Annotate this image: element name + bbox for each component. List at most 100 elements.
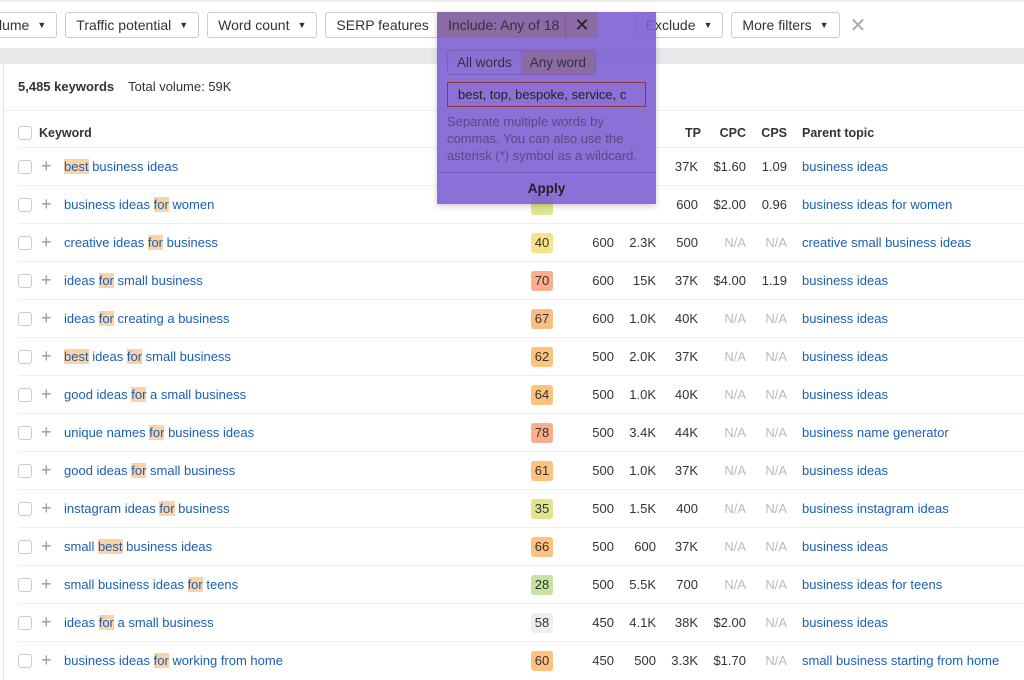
plus-icon[interactable]: + <box>41 574 52 594</box>
highlighted-term: for <box>149 425 165 440</box>
row-checkbox[interactable] <box>18 197 32 212</box>
row-checkbox[interactable] <box>18 463 32 478</box>
keyword-link[interactable]: best ideas for small business <box>64 338 231 375</box>
row-checkbox[interactable] <box>18 235 32 250</box>
keyword-link[interactable]: creative ideas for business <box>64 224 218 261</box>
caret-down-icon: ▼ <box>37 20 47 30</box>
kd-value: 28 <box>531 574 553 595</box>
table-row: + best ideas for small business 62 500 2.… <box>18 337 1024 375</box>
mode-all-words[interactable]: All words <box>457 55 512 70</box>
parent-topic-link[interactable]: business ideas <box>802 311 888 326</box>
col-cps[interactable]: CPS <box>761 126 787 140</box>
col-tp[interactable]: TP <box>685 126 701 140</box>
keyword-link[interactable]: good ideas for a small business <box>64 376 246 413</box>
parent-topic-link[interactable]: business ideas <box>802 273 888 288</box>
plus-icon[interactable]: + <box>41 536 52 556</box>
col-cpc[interactable]: CPC <box>719 126 746 140</box>
row-checkbox[interactable] <box>18 387 32 402</box>
parent-topic-link[interactable]: business ideas <box>802 159 888 174</box>
parent-topic-link[interactable]: business ideas <box>802 539 888 554</box>
keyword-link[interactable]: good ideas for small business <box>64 452 235 489</box>
keyword-link[interactable]: instagram ideas for business <box>64 490 229 527</box>
close-icon[interactable]: ✕ <box>565 12 598 38</box>
row-checkbox[interactable] <box>18 539 32 554</box>
plus-icon[interactable]: + <box>41 232 52 252</box>
parent-topic-link[interactable]: business ideas <box>802 615 888 630</box>
total-volume: Total volume: 59K <box>128 79 232 94</box>
row-checkbox[interactable] <box>18 159 32 174</box>
plus-icon[interactable]: + <box>41 270 52 290</box>
keyword-link[interactable]: ideas for creating a business <box>64 300 230 337</box>
row-checkbox[interactable] <box>18 615 32 630</box>
parent-topic-link[interactable]: creative small business ideas <box>802 235 972 250</box>
keyword-part: unique names <box>64 425 150 440</box>
plus-icon[interactable]: + <box>41 422 52 442</box>
apply-button[interactable]: Apply <box>527 181 566 196</box>
row-checkbox[interactable] <box>18 425 32 440</box>
table-row: + small best business ideas 66 500 600 37K… <box>18 527 1024 565</box>
plus-icon[interactable]: + <box>41 194 52 214</box>
gv-value: 3.4K <box>629 425 656 440</box>
parent-topic-link[interactable]: business ideas for teens <box>802 577 943 592</box>
parent-topic-link[interactable]: business ideas for women <box>802 197 953 212</box>
col-parent-topic[interactable]: Parent topic <box>802 126 875 140</box>
vol-value: 500 <box>592 387 614 402</box>
keyword-link[interactable]: best business ideas <box>64 148 178 185</box>
keyword-part: instagram ideas <box>64 501 160 516</box>
keyword-link[interactable]: small best business ideas <box>64 528 212 565</box>
keyword-link[interactable]: ideas for a small business <box>64 604 214 641</box>
keyword-link[interactable]: ideas for small business <box>64 262 203 299</box>
keyword-link[interactable]: business ideas for women <box>64 186 214 223</box>
plus-icon[interactable]: + <box>41 460 52 480</box>
parent-topic-link[interactable]: business instagram ideas <box>802 501 949 516</box>
kd-badge: 35 <box>531 490 553 527</box>
vol-value: 500 <box>592 349 614 364</box>
tp-value: 700 <box>676 577 698 592</box>
plus-icon[interactable]: + <box>41 650 52 670</box>
cps-value: N/A <box>765 577 787 592</box>
table-row: + ideas for a small business 58 450 4.1K 3… <box>18 603 1024 641</box>
row-checkbox[interactable] <box>18 311 32 326</box>
filter-word-count[interactable]: Word count ▼ <box>207 12 318 38</box>
vol-value: 500 <box>592 539 614 554</box>
row-checkbox[interactable] <box>18 501 32 516</box>
include-filter-button[interactable]: Include: Any of 18 ✕ <box>437 12 598 38</box>
keyword-link[interactable]: unique names for business ideas <box>64 414 254 451</box>
col-keyword[interactable]: Keyword <box>39 126 92 140</box>
filter-volume[interactable]: lume ▼ <box>0 12 58 38</box>
parent-topic-link[interactable]: business ideas <box>802 387 888 402</box>
cps-value: 0.96 <box>761 197 787 212</box>
row-checkbox[interactable] <box>18 577 32 592</box>
kd-badge: 78 <box>531 414 553 451</box>
keyword-link[interactable]: business ideas for working from home <box>64 642 283 679</box>
plus-icon[interactable]: + <box>41 498 52 518</box>
cps-value: 1.09 <box>761 159 787 174</box>
filter-label: Exclude <box>645 17 696 33</box>
summary: 5,485 keywords Total volume: 59K <box>18 79 231 94</box>
parent-topic-link[interactable]: small business starting from home <box>802 653 1000 668</box>
keyword-part: a small business <box>113 615 214 630</box>
keyword-link[interactable]: small business ideas for teens <box>64 566 238 603</box>
plus-icon[interactable]: + <box>41 346 52 366</box>
plus-icon[interactable]: + <box>41 612 52 632</box>
clear-filters-icon[interactable]: ✕ <box>849 14 867 37</box>
filter-more[interactable]: More filters ▼ <box>731 12 840 38</box>
gv-value: 1.0K <box>629 387 656 402</box>
parent-topic-link[interactable]: business ideas <box>802 349 888 364</box>
parent-topic-link[interactable]: business name generator <box>802 425 949 440</box>
row-checkbox[interactable] <box>18 653 32 668</box>
kd-badge: 70 <box>531 262 553 299</box>
filter-serp-features[interactable]: SERP features▼ <box>325 12 457 38</box>
filter-traffic-potential[interactable]: Traffic potential ▼ <box>65 12 200 38</box>
parent-topic-link[interactable]: business ideas <box>802 463 888 478</box>
plus-icon[interactable]: + <box>41 384 52 404</box>
select-all-checkbox[interactable] <box>18 126 32 140</box>
tp-value: 3.3K <box>671 653 698 668</box>
row-checkbox[interactable] <box>18 349 32 364</box>
row-checkbox[interactable] <box>18 273 32 288</box>
plus-icon[interactable]: + <box>41 308 52 328</box>
table-row: + small business ideas for teens 28 500 5… <box>18 565 1024 603</box>
mode-any-word[interactable]: Any word <box>520 51 596 74</box>
plus-icon[interactable]: + <box>41 156 52 176</box>
include-words-input[interactable]: best, top, bespoke, service, c <box>447 82 646 107</box>
